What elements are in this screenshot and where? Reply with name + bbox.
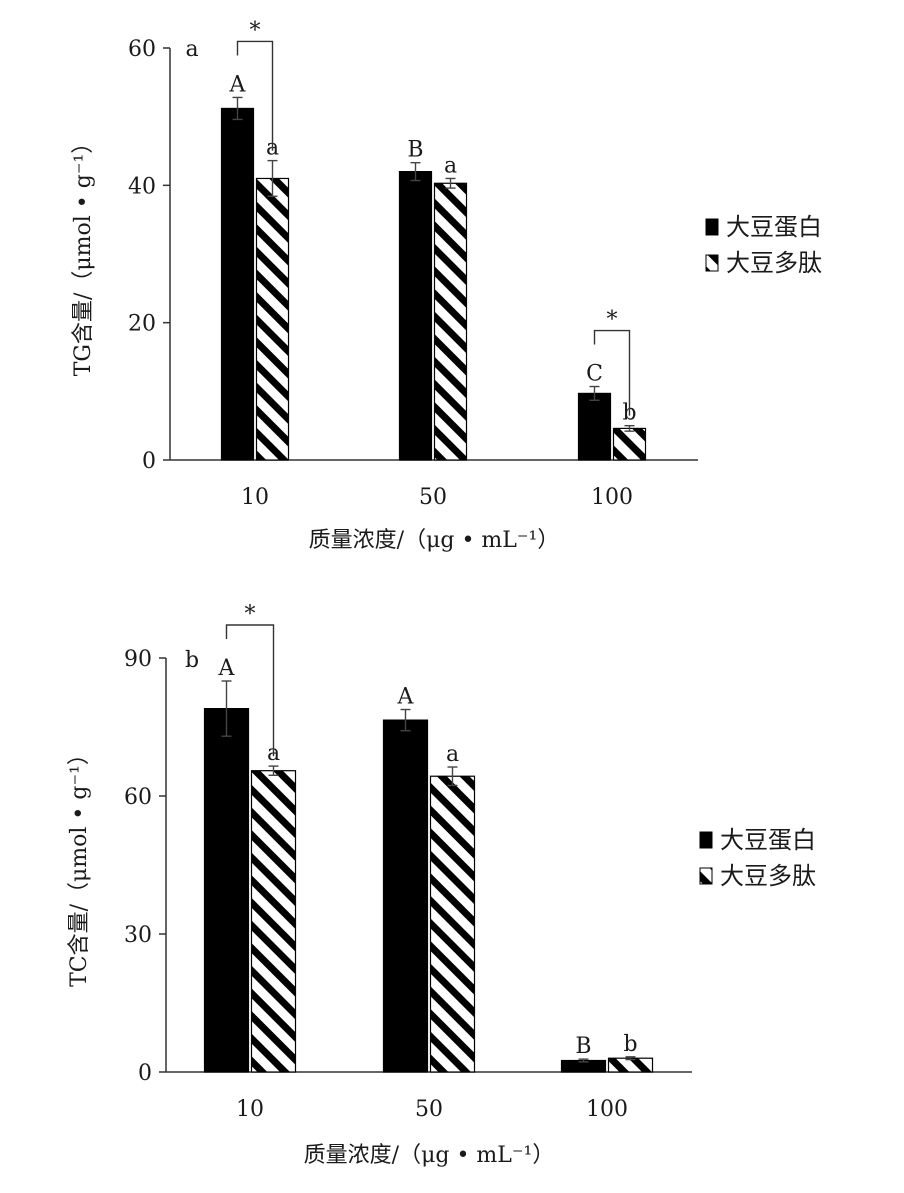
significance-letter: a [446,742,459,767]
legend-label: 大豆蛋白 [720,826,816,854]
significance-letter: A [218,656,236,681]
x-tick-label: 100 [591,485,633,510]
x-tick-label: 10 [241,485,269,510]
x-tick-label: 50 [419,485,447,510]
legend-swatch [699,867,713,885]
y-tick-label: 30 [124,923,152,948]
x-axis-title: 质量浓度/（μg • mL⁻¹） [304,1143,555,1168]
x-tick-label: 50 [415,1097,443,1122]
x-tick-label: 100 [586,1097,628,1122]
legend-swatch [705,254,719,272]
bar [429,775,476,1073]
bar [612,427,647,461]
bar [433,182,468,461]
bar [250,770,297,1073]
significance-letter: B [407,138,423,163]
legend-swatch [705,218,719,236]
y-tick-label: 60 [128,37,156,62]
significance-letter: A [397,685,415,710]
bar [398,171,433,461]
y-tick-label: 90 [124,647,152,672]
y-tick-label: 20 [128,312,156,337]
significance-letter: A [229,72,247,97]
y-tick-label: 0 [138,1061,152,1086]
significance-letter: C [586,362,603,387]
significance-letter: b [623,1032,637,1057]
legend-label: 大豆多肽 [720,862,816,890]
bar [577,392,612,461]
y-axis-title: TG含量/（μmol • g⁻¹） [71,132,96,377]
x-axis-title: 质量浓度/（μg • mL⁻¹） [309,528,560,553]
significance-bracket [225,624,275,757]
bar [220,107,255,461]
significance-bracket [593,329,631,416]
significance-letter: a [444,153,457,178]
x-tick-label: 10 [236,1097,264,1122]
y-tick-label: 0 [142,449,156,474]
significance-star: * [250,18,261,43]
significance-star: * [607,308,618,333]
bar [255,177,290,461]
y-axis-title: TC含量/（μmol • g⁻¹） [67,743,92,987]
legend-label: 大豆蛋白 [726,213,822,241]
panel-tag: b [185,648,199,673]
bar [382,719,429,1073]
bar [203,707,250,1073]
legend-swatch [699,831,713,849]
legend-label: 大豆多肽 [726,249,822,277]
significance-letter: B [575,1034,591,1059]
significance-star: * [245,602,256,627]
y-tick-label: 60 [124,785,152,810]
significance-bracket [236,40,274,151]
panel-tag: a [185,37,198,62]
y-tick-label: 40 [128,174,156,199]
